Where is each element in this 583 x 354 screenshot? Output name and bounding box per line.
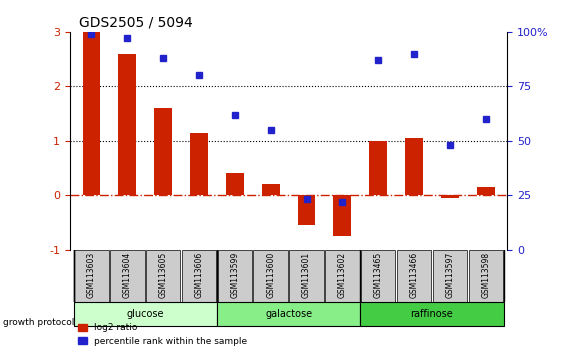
FancyBboxPatch shape: [361, 250, 395, 302]
Text: raffinose: raffinose: [410, 309, 454, 319]
FancyBboxPatch shape: [469, 250, 503, 302]
FancyBboxPatch shape: [289, 250, 324, 302]
Text: growth protocol: growth protocol: [3, 318, 74, 327]
Text: GSM113465: GSM113465: [374, 252, 382, 298]
Text: GSM113603: GSM113603: [87, 252, 96, 298]
Bar: [262, 184, 280, 195]
Text: GSM113601: GSM113601: [302, 252, 311, 298]
Bar: [441, 195, 459, 198]
Text: GSM113599: GSM113599: [230, 252, 240, 298]
Text: GDS2505 / 5094: GDS2505 / 5094: [79, 15, 192, 29]
Bar: [118, 53, 136, 195]
Bar: [477, 187, 494, 195]
FancyBboxPatch shape: [182, 250, 216, 302]
Bar: [190, 132, 208, 195]
Text: GSM113597: GSM113597: [445, 252, 454, 298]
FancyBboxPatch shape: [325, 250, 360, 302]
Text: GSM113466: GSM113466: [409, 252, 419, 298]
Bar: [333, 195, 352, 236]
Bar: [297, 195, 315, 225]
Bar: [154, 108, 172, 195]
Text: glucose: glucose: [127, 309, 164, 319]
FancyBboxPatch shape: [254, 250, 288, 302]
Text: GSM113602: GSM113602: [338, 252, 347, 298]
Text: GSM113598: GSM113598: [481, 252, 490, 298]
FancyBboxPatch shape: [217, 250, 252, 302]
FancyBboxPatch shape: [433, 250, 467, 302]
FancyBboxPatch shape: [73, 302, 217, 326]
Legend: log2 ratio, percentile rank within the sample: log2 ratio, percentile rank within the s…: [75, 320, 251, 349]
FancyBboxPatch shape: [74, 250, 108, 302]
Text: galactose: galactose: [265, 309, 312, 319]
Bar: [405, 138, 423, 195]
Bar: [83, 32, 100, 195]
FancyBboxPatch shape: [360, 302, 504, 326]
Text: GSM113605: GSM113605: [159, 252, 168, 298]
FancyBboxPatch shape: [146, 250, 180, 302]
Text: GSM113606: GSM113606: [195, 252, 203, 298]
Text: GSM113600: GSM113600: [266, 252, 275, 298]
FancyBboxPatch shape: [110, 250, 145, 302]
FancyBboxPatch shape: [217, 302, 360, 326]
FancyBboxPatch shape: [397, 250, 431, 302]
Bar: [226, 173, 244, 195]
Text: GSM113604: GSM113604: [123, 252, 132, 298]
Bar: [369, 141, 387, 195]
